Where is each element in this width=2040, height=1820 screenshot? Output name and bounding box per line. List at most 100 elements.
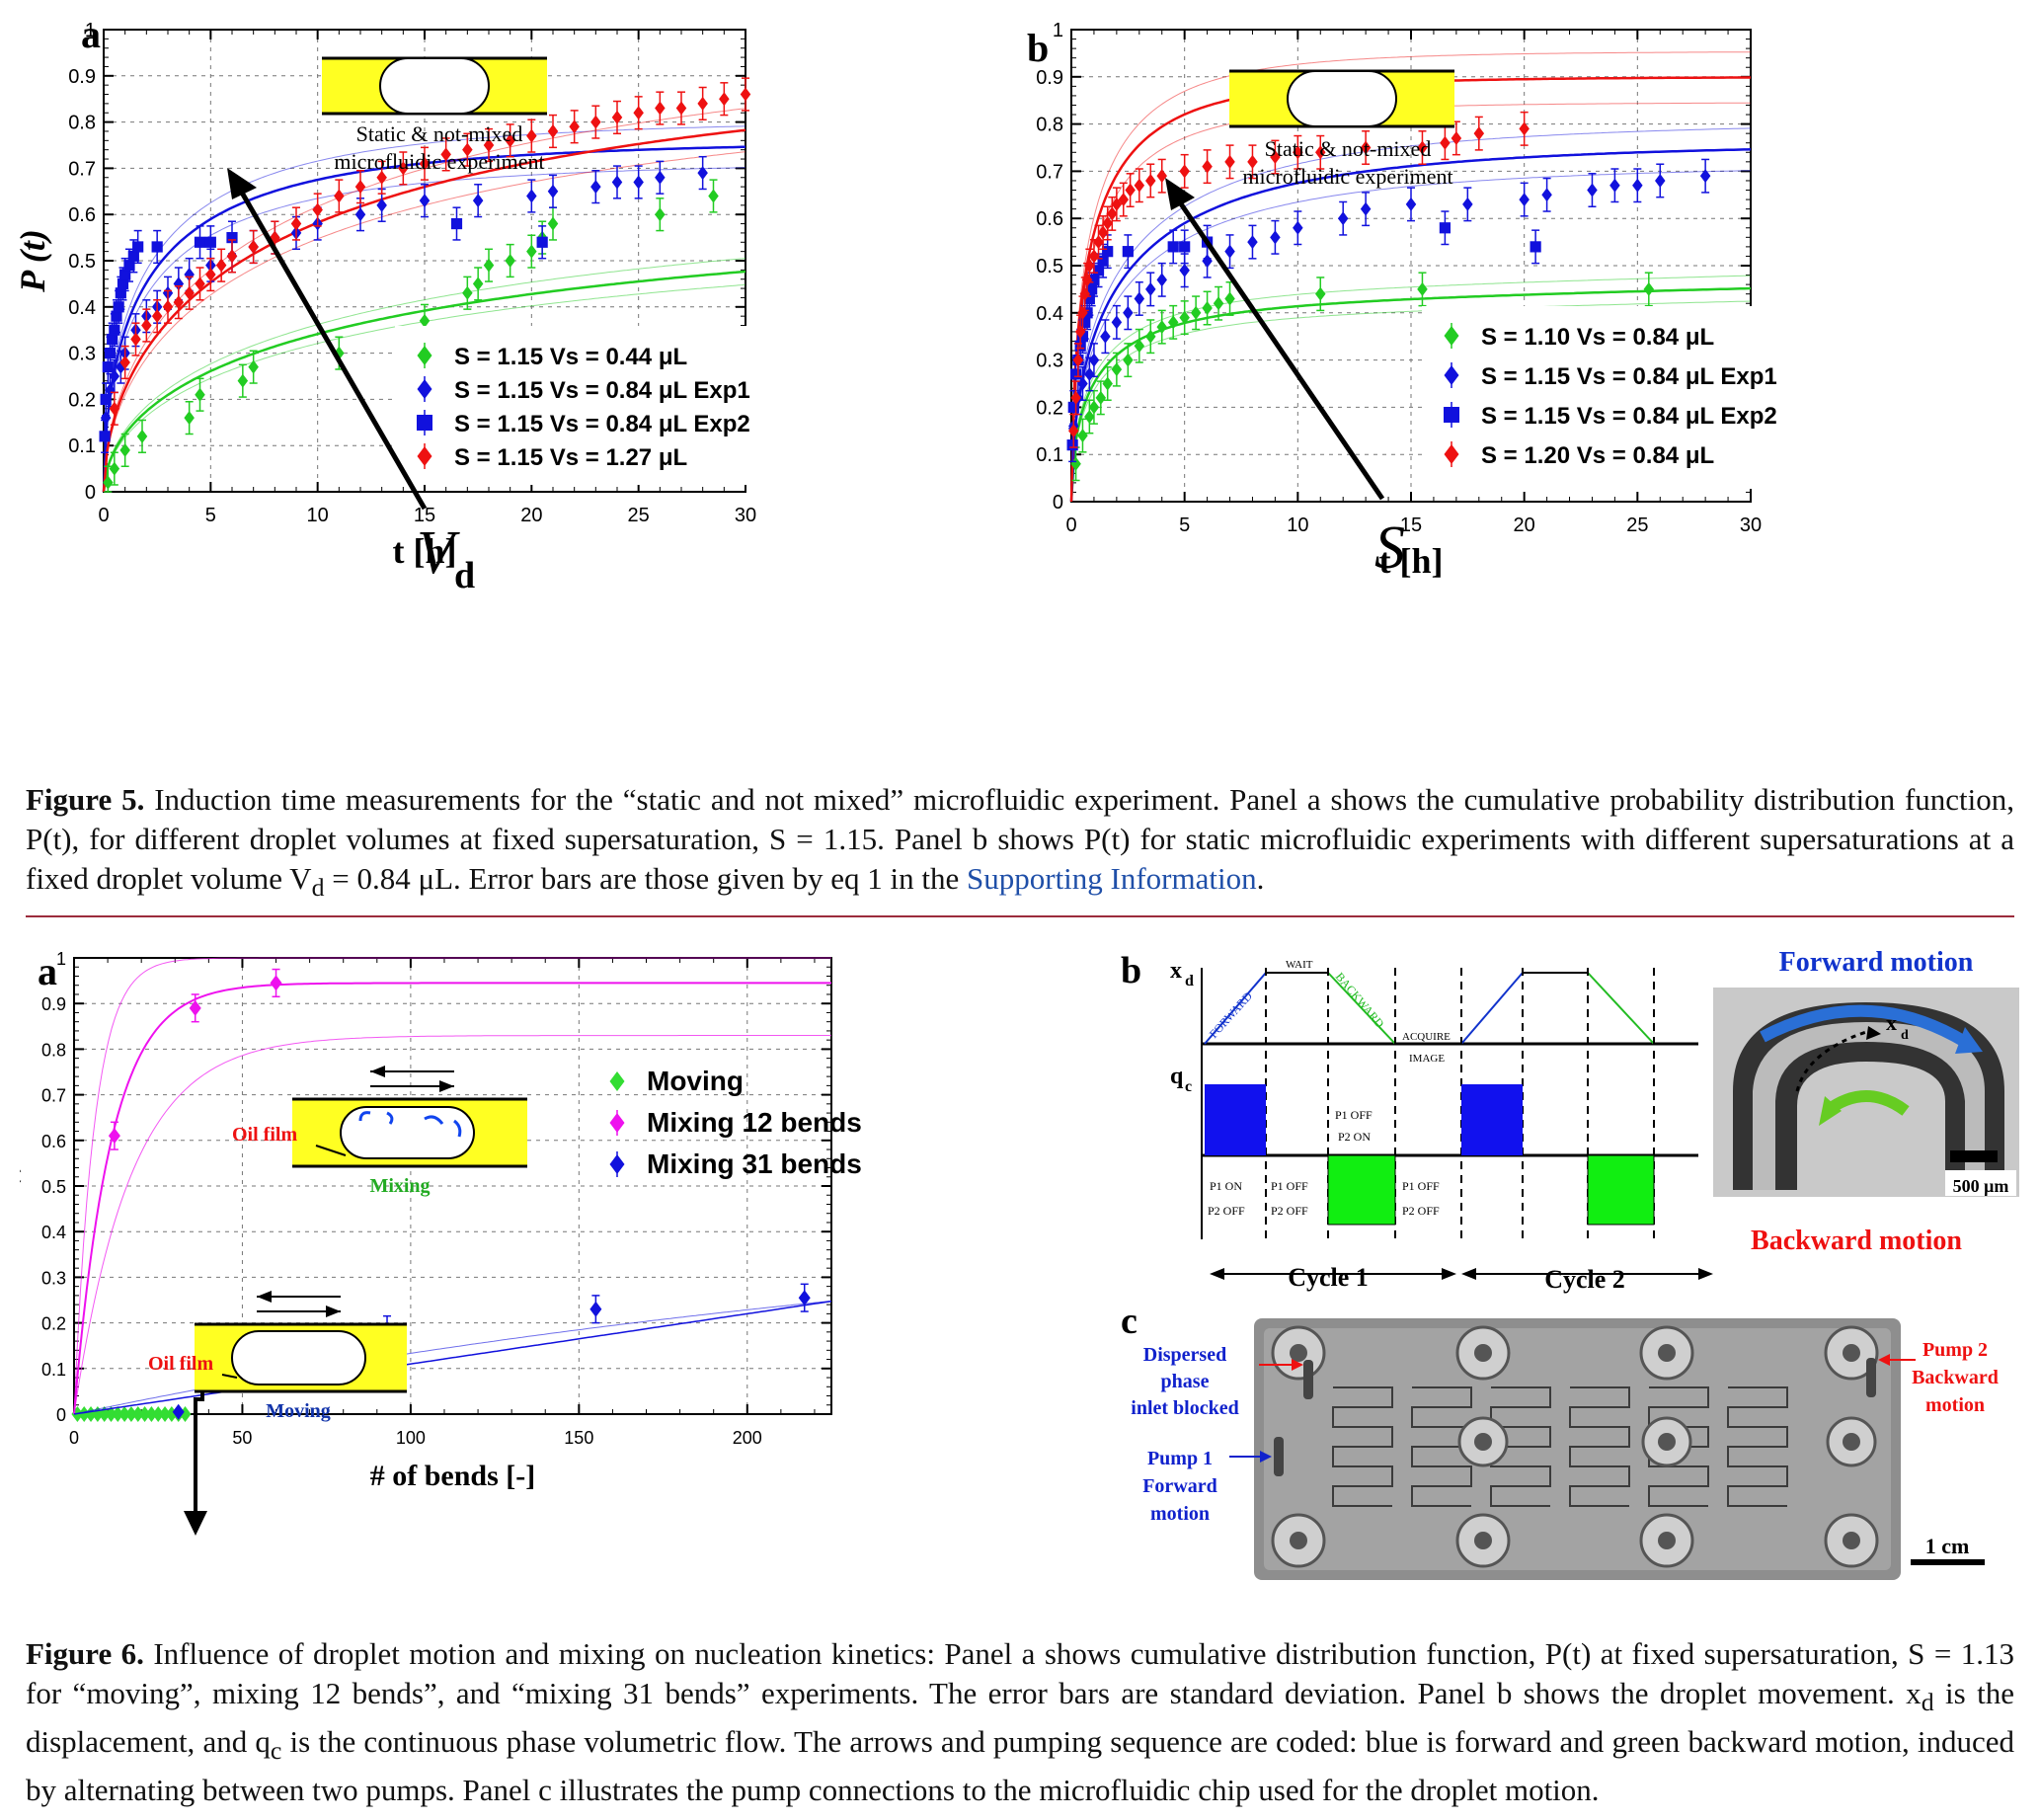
svg-text:microfluidic experiment: microfluidic experiment bbox=[1242, 164, 1452, 189]
data-point bbox=[1118, 193, 1129, 207]
data-point bbox=[205, 268, 216, 282]
legend-label: Mixing 12 bends bbox=[647, 1107, 862, 1138]
data-point bbox=[798, 1290, 811, 1306]
data-point bbox=[1076, 331, 1089, 343]
data-point bbox=[1440, 135, 1451, 150]
data-point bbox=[633, 175, 644, 190]
legend-label: S = 1.15 Vs = 0.84 μL Exp1 bbox=[1481, 363, 1777, 390]
y-tick-label: 0.6 bbox=[41, 1132, 66, 1151]
data-point bbox=[376, 198, 387, 212]
data-point bbox=[1360, 140, 1372, 155]
panel-label: a bbox=[81, 20, 101, 56]
data-point bbox=[655, 170, 666, 185]
legend-marker bbox=[417, 346, 432, 365]
data-point bbox=[78, 1406, 91, 1422]
data-point bbox=[1541, 188, 1552, 202]
y-tick-label: 0.4 bbox=[1036, 303, 1063, 325]
legend-label: S = 1.10 Vs = 0.84 μL bbox=[1481, 324, 1714, 351]
data-point bbox=[136, 429, 148, 443]
data-point bbox=[184, 285, 195, 300]
y-tick-label: 0.1 bbox=[1036, 444, 1063, 466]
data-point bbox=[109, 324, 120, 336]
svg-text:Forward: Forward bbox=[1142, 1475, 1217, 1497]
supporting-information-link[interactable]: Supporting Information bbox=[967, 861, 1257, 896]
data-point bbox=[1609, 178, 1620, 193]
y-axis-label: P (t) bbox=[20, 229, 52, 293]
data-point bbox=[1107, 206, 1118, 221]
data-point bbox=[104, 348, 117, 359]
data-point bbox=[1519, 121, 1530, 136]
data-point bbox=[1070, 456, 1081, 471]
data-point bbox=[1462, 197, 1473, 211]
fig5a-chart: a 00.10.20.30.40.50.60.70.80.910 5 10 15 20 2… bbox=[20, 20, 908, 596]
data-point bbox=[719, 92, 730, 107]
data-point bbox=[1079, 316, 1091, 328]
data-point bbox=[215, 258, 227, 273]
svg-text:Static & not-mixed: Static & not-mixed bbox=[1265, 136, 1432, 161]
legend-marker bbox=[1444, 407, 1459, 423]
x-tick-label: 15 bbox=[1400, 514, 1422, 536]
data-point bbox=[1247, 154, 1258, 169]
fit-curve bbox=[73, 982, 831, 1415]
data-point bbox=[1156, 169, 1167, 184]
data-point bbox=[1202, 254, 1213, 269]
data-point bbox=[109, 401, 120, 416]
data-point bbox=[172, 1403, 185, 1420]
data-point bbox=[1093, 235, 1104, 250]
y-tick-label: 0.3 bbox=[1036, 351, 1063, 372]
svg-text:Dispersed: Dispersed bbox=[1143, 1344, 1226, 1366]
svg-text:P1 OFF: P1 OFF bbox=[1271, 1179, 1308, 1193]
data-point bbox=[354, 207, 366, 222]
data-point bbox=[419, 194, 431, 208]
data-point bbox=[655, 207, 666, 222]
svg-text:d: d bbox=[1185, 973, 1194, 989]
y-tick-label: 0.1 bbox=[68, 435, 96, 457]
data-point bbox=[633, 106, 644, 120]
legend-label: Mixing 31 bends bbox=[647, 1148, 862, 1179]
y-tick-label: 0.3 bbox=[68, 344, 96, 365]
data-point bbox=[113, 301, 124, 313]
legend-marker bbox=[417, 446, 432, 466]
data-point bbox=[1224, 154, 1235, 169]
data-point bbox=[547, 184, 559, 198]
data-point bbox=[195, 277, 205, 291]
data-point bbox=[1066, 439, 1078, 451]
data-point bbox=[419, 156, 431, 171]
data-point bbox=[248, 239, 259, 254]
data-point bbox=[1179, 241, 1191, 253]
y-tick-label: 0.3 bbox=[41, 1268, 66, 1288]
data-point bbox=[109, 369, 120, 383]
data-point bbox=[130, 332, 141, 347]
data-point bbox=[173, 277, 185, 291]
data-point bbox=[118, 1406, 131, 1422]
x-axis-label: t [h] bbox=[1379, 541, 1444, 581]
data-point bbox=[1102, 376, 1113, 391]
data-point bbox=[1084, 409, 1095, 424]
y-tick-label: 0.9 bbox=[68, 66, 96, 88]
data-point bbox=[159, 1406, 172, 1422]
legend-label: S = 1.15 Vs = 0.44 μL bbox=[454, 344, 687, 370]
data-point bbox=[419, 313, 431, 328]
static-droplet-inset: Static & not-mixed microfluidic experime… bbox=[1229, 69, 1454, 189]
x-tick-label: 5 bbox=[1179, 514, 1190, 536]
data-point bbox=[151, 309, 163, 324]
data-point bbox=[1451, 130, 1462, 145]
data-point bbox=[655, 101, 666, 116]
y-tick-label: 0.7 bbox=[68, 158, 96, 180]
data-point bbox=[117, 277, 129, 289]
data-point bbox=[1123, 305, 1134, 320]
svg-text:motion: motion bbox=[1150, 1503, 1210, 1525]
data-point bbox=[526, 128, 537, 143]
data-point bbox=[1077, 305, 1088, 320]
data-point bbox=[100, 411, 112, 426]
svg-text:d: d bbox=[454, 555, 475, 596]
y-tick-label: 0.8 bbox=[1036, 115, 1063, 136]
y-tick-label: 1 bbox=[1053, 20, 1063, 41]
data-point bbox=[1084, 366, 1095, 381]
fit-curve bbox=[73, 1300, 832, 1415]
data-point bbox=[1417, 140, 1428, 155]
data-point bbox=[119, 442, 130, 457]
data-point bbox=[590, 115, 601, 129]
data-point bbox=[1088, 353, 1100, 367]
svg-text:Cycle 2: Cycle 2 bbox=[1544, 1265, 1625, 1294]
